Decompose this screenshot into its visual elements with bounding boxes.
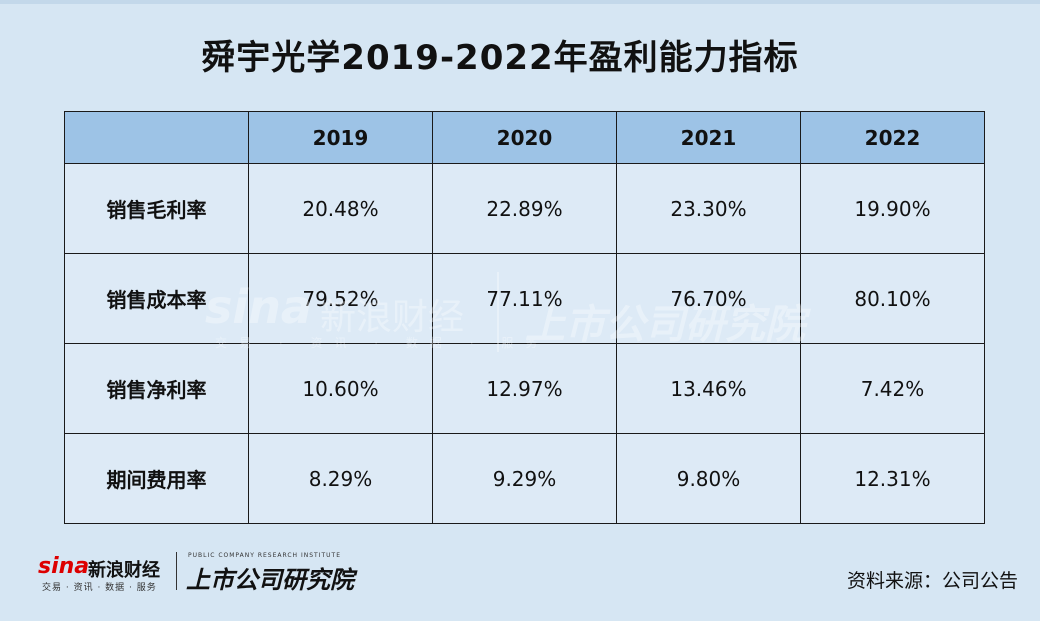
table-header-row: 2019 2020 2021 2022 <box>64 111 985 164</box>
table-cell: 9.80% <box>616 433 801 524</box>
row-label: 销售毛利率 <box>64 163 249 254</box>
sina-finance-name: 新浪财经 <box>88 560 160 581</box>
row-label: 期间费用率 <box>64 433 249 524</box>
logo-divider <box>176 552 177 590</box>
institute-name: 上市公司研究院 <box>186 566 354 594</box>
page-title: 舜宇光学2019-2022年盈利能力指标 <box>201 38 799 78</box>
top-border <box>0 0 1040 4</box>
indicator-table: 2019 2020 2021 2022 销售毛利率 20.48% 22.89% … <box>64 111 985 524</box>
institute-english-name: PUBLIC COMPANY RESEARCH INSTITUTE <box>188 552 341 559</box>
table-cell: 22.89% <box>432 163 617 254</box>
table-cell: 12.31% <box>800 433 985 524</box>
table-row: 销售净利率 10.60% 12.97% 13.46% 7.42% <box>64 343 985 434</box>
table-cell: 12.97% <box>432 343 617 434</box>
sina-tagline: 交易 · 资讯 · 数据 · 服务 <box>42 583 157 593</box>
table-cell: 79.52% <box>248 253 433 344</box>
header-year-2022: 2022 <box>800 111 985 164</box>
header-corner-cell <box>64 111 249 164</box>
table-cell: 77.11% <box>432 253 617 344</box>
row-label: 销售成本率 <box>64 253 249 344</box>
table-row: 销售毛利率 20.48% 22.89% 23.30% 19.90% <box>64 163 985 254</box>
table-cell: 13.46% <box>616 343 801 434</box>
header-year-2020: 2020 <box>432 111 617 164</box>
header-year-2019: 2019 <box>248 111 433 164</box>
table-cell: 20.48% <box>248 163 433 254</box>
header-year-2021: 2021 <box>616 111 801 164</box>
table-row: 销售成本率 79.52% 77.11% 76.70% 80.10% <box>64 253 985 344</box>
table-cell: 7.42% <box>800 343 985 434</box>
table-cell: 19.90% <box>800 163 985 254</box>
table-cell: 23.30% <box>616 163 801 254</box>
source-note: 资料来源：公司公告 <box>846 570 1018 592</box>
table-row: 期间费用率 8.29% 9.29% 9.80% 12.31% <box>64 433 985 524</box>
table-cell: 80.10% <box>800 253 985 344</box>
footer-logo: sina 新浪财经 交易 · 资讯 · 数据 · 服务 PUBLIC COMPA… <box>38 552 368 594</box>
table-cell: 76.70% <box>616 253 801 344</box>
table-cell: 10.60% <box>248 343 433 434</box>
row-label: 销售净利率 <box>64 343 249 434</box>
sina-logo: sina <box>38 554 90 579</box>
table-cell: 8.29% <box>248 433 433 524</box>
table-cell: 9.29% <box>432 433 617 524</box>
